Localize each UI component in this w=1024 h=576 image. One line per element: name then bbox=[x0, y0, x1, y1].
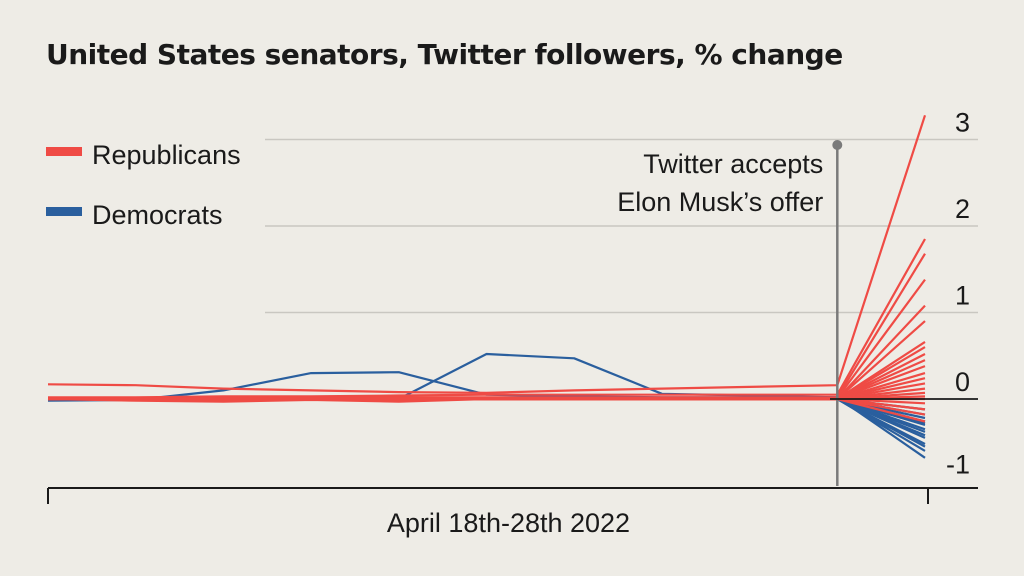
legend-swatch-democrats bbox=[46, 207, 82, 216]
grid-lines bbox=[265, 138, 978, 314]
democrat-line-12 bbox=[48, 397, 926, 433]
republican-line-5 bbox=[47, 320, 926, 403]
x-axis-label: April 18th-28th 2022 bbox=[387, 508, 630, 538]
annotation-dot bbox=[832, 140, 843, 150]
republican-line-1 bbox=[48, 238, 926, 399]
democrat-line-4 bbox=[48, 397, 926, 452]
legend-label-republicans: Republicans bbox=[92, 140, 241, 170]
axes: -1 0 1 2 3 April 18th-28th 2022 bbox=[47, 108, 978, 538]
democrat-line-10 bbox=[48, 397, 926, 439]
legend-swatch-republicans bbox=[46, 147, 82, 156]
y-tick-label: 2 bbox=[955, 194, 970, 224]
democrat-line-13 bbox=[48, 397, 926, 423]
y-tick-label: 1 bbox=[955, 281, 970, 311]
democrat-line-1 bbox=[48, 352, 926, 459]
annotation: Twitter accepts Elon Musk’s offer bbox=[617, 140, 843, 486]
republican-line-0 bbox=[47, 114, 927, 394]
democrat-line-6 bbox=[48, 397, 926, 426]
legend: Republicans Democrats bbox=[46, 140, 241, 230]
annotation-text-line: Elon Musk’s offer bbox=[617, 187, 823, 217]
republican-line-21 bbox=[48, 397, 926, 423]
republican-line-6 bbox=[48, 340, 926, 401]
y-tick-label: 0 bbox=[955, 367, 970, 397]
legend-label-democrats: Democrats bbox=[92, 200, 223, 230]
chart-title: United States senators, Twitter follower… bbox=[46, 38, 843, 71]
democrat-line-3 bbox=[48, 397, 926, 445]
republican-line-2 bbox=[47, 253, 926, 401]
series-lines bbox=[47, 114, 927, 459]
democrat-line-11 bbox=[48, 397, 926, 448]
republican-line-3 bbox=[48, 278, 926, 401]
y-tick-label: -1 bbox=[946, 450, 970, 480]
y-tick-label: 3 bbox=[955, 108, 970, 138]
democrat-line-2 bbox=[47, 397, 926, 437]
democrat-line-5 bbox=[48, 397, 926, 431]
annotation-text-line: Twitter accepts bbox=[643, 149, 823, 179]
